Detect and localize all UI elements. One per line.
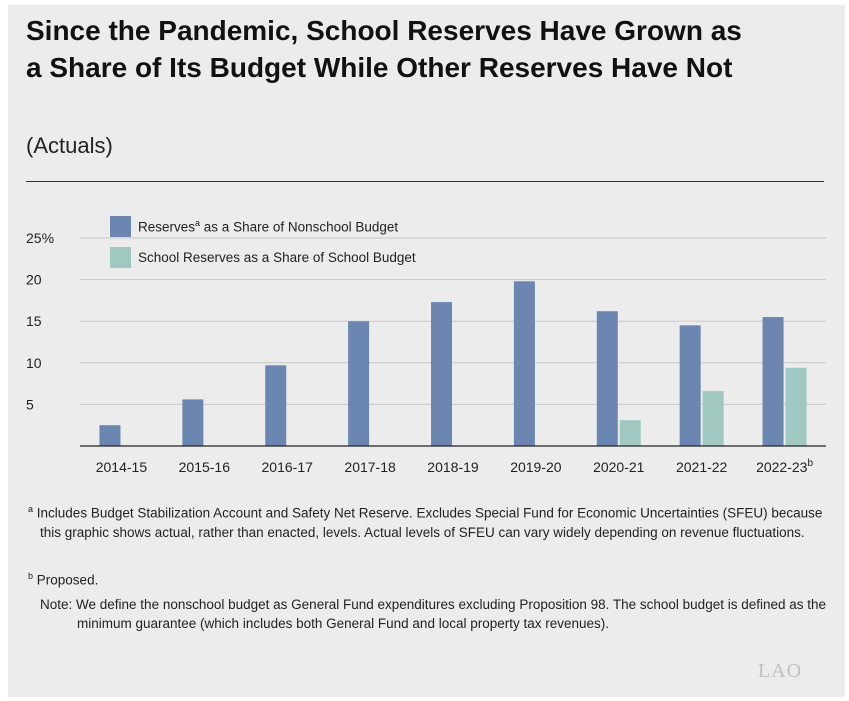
legend-label-school: School Reserves as a Share of School Bud… (138, 250, 416, 265)
x-tick-label: 2019-20 (510, 459, 562, 475)
bar-nonschool (182, 399, 204, 446)
bar-school (785, 367, 807, 446)
x-tick-label: 2022-23b (756, 458, 813, 475)
lao-logo: LAO (758, 660, 803, 682)
bar-nonschool (679, 325, 701, 446)
x-tick-label: 2020-21 (593, 459, 645, 475)
footnote-b-marker: b (28, 571, 34, 581)
footnote-a-marker: a (28, 504, 34, 514)
y-tick-label: 5 (26, 396, 34, 412)
bar-nonschool (762, 317, 784, 446)
bar-nonschool (596, 311, 618, 446)
x-tick-label: 2014-15 (96, 459, 148, 475)
chart-subtitle: (Actuals) (26, 133, 113, 158)
legend-swatch-nonschool (110, 216, 131, 237)
x-tick-label: 2017-18 (344, 459, 396, 475)
x-tick-label: 2018-19 (427, 459, 479, 475)
bar-school (619, 420, 641, 446)
legend-swatch-school (110, 247, 131, 268)
legend-label-nonschool-b: as a Share of Nonschool Budget (200, 219, 399, 235)
footnote-a-text: Includes Budget Stabilization Account an… (36, 505, 823, 540)
y-tick-label: 25% (26, 230, 54, 246)
y-tick-label: 20 (26, 272, 42, 288)
bar-nonschool (99, 425, 121, 446)
x-tick-label: 2021-22 (676, 459, 728, 475)
footnote-a: a Includes Budget Stabilization Account … (28, 500, 840, 542)
footnote-b-text: Proposed. (36, 572, 99, 588)
chart-title: Since the Pandemic, School Reserves Have… (26, 15, 742, 83)
bar-nonschool (348, 321, 370, 446)
y-tick-label: 15 (26, 313, 42, 329)
bar-school (702, 391, 724, 446)
bar-nonschool (513, 281, 535, 446)
x-tick-label: 2016-17 (262, 459, 314, 475)
y-tick-label: 10 (26, 355, 42, 371)
chart-note: Note: We define the nonschool budget as … (40, 597, 827, 631)
footnote-b: b Proposed. (28, 567, 98, 590)
legend-label-nonschool-a: Reserves (138, 219, 196, 235)
title-divider (26, 181, 824, 182)
bar-nonschool (265, 365, 287, 446)
legend-superscript: a (195, 218, 201, 229)
bar-nonschool (431, 302, 452, 446)
legend-item-nonschool: Reservesa as a Share of Nonschool Budget (110, 216, 398, 237)
x-tick-label: 2015-16 (179, 459, 231, 475)
legend-item-school: School Reserves as a Share of School Bud… (110, 247, 416, 268)
chart-panel (8, 5, 845, 697)
